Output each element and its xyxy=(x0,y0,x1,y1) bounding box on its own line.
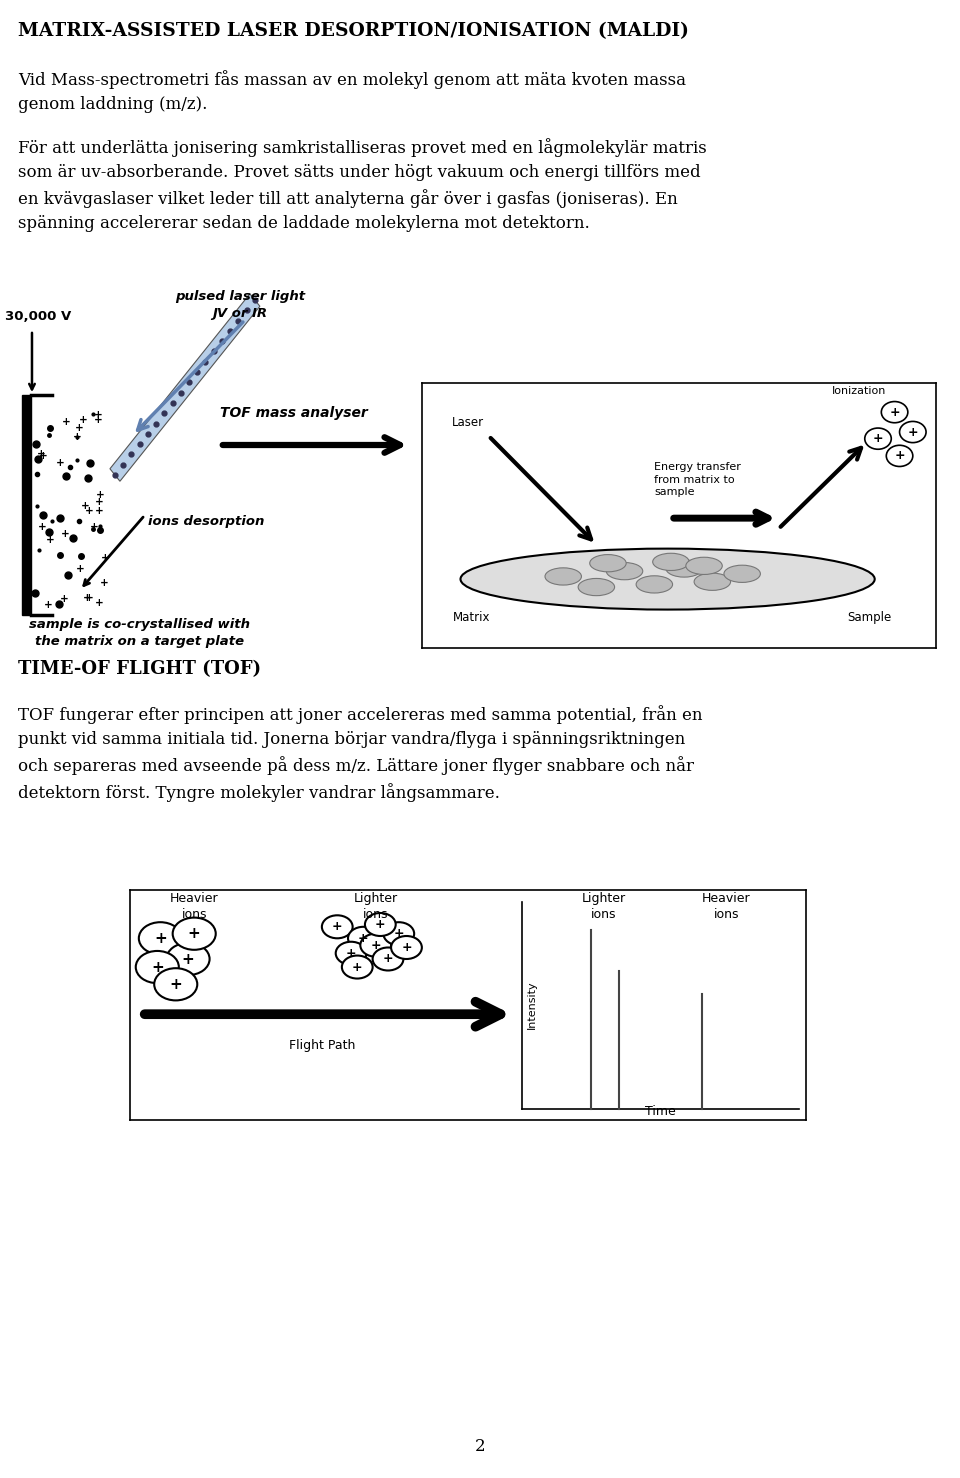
Text: +: + xyxy=(84,593,92,603)
Ellipse shape xyxy=(578,578,614,596)
Text: TOF fungerar efter principen att joner accelereras med samma potential, från en
: TOF fungerar efter principen att joner a… xyxy=(18,705,703,803)
Text: +: + xyxy=(154,931,167,946)
Circle shape xyxy=(360,934,391,956)
Text: För att underlätta jonisering samkristalliseras provet med en lågmolekylär matri: För att underlätta jonisering samkristal… xyxy=(18,137,707,232)
Ellipse shape xyxy=(545,568,582,585)
Text: +: + xyxy=(76,563,84,573)
Text: Heavier
ions: Heavier ions xyxy=(702,893,751,921)
Circle shape xyxy=(135,950,179,983)
Ellipse shape xyxy=(607,563,643,579)
Circle shape xyxy=(173,918,216,950)
Text: +: + xyxy=(401,941,412,953)
Circle shape xyxy=(886,445,913,467)
Text: Heavier
ions: Heavier ions xyxy=(170,893,219,921)
Ellipse shape xyxy=(636,576,673,593)
Text: +: + xyxy=(889,405,900,418)
Ellipse shape xyxy=(666,560,703,576)
Circle shape xyxy=(391,936,421,959)
Circle shape xyxy=(139,922,181,955)
Text: +: + xyxy=(346,947,356,959)
Circle shape xyxy=(900,421,926,442)
Text: +: + xyxy=(62,417,71,427)
Polygon shape xyxy=(110,294,260,482)
Circle shape xyxy=(865,429,891,449)
Text: +: + xyxy=(36,449,45,460)
Text: +: + xyxy=(60,594,68,605)
Ellipse shape xyxy=(724,565,760,582)
Circle shape xyxy=(166,943,209,975)
Bar xyxy=(22,395,31,615)
Text: 2: 2 xyxy=(474,1438,486,1454)
Text: +: + xyxy=(371,939,381,952)
Ellipse shape xyxy=(694,573,731,590)
Text: MATRIX-ASSISTED LASER DESORPTION/IONISATION (MALDI): MATRIX-ASSISTED LASER DESORPTION/IONISAT… xyxy=(18,22,689,40)
Circle shape xyxy=(372,947,403,971)
Text: +: + xyxy=(84,593,93,603)
Text: +: + xyxy=(375,918,386,931)
Text: +: + xyxy=(79,415,87,426)
Text: +: + xyxy=(46,535,55,545)
Text: Ionization: Ionization xyxy=(832,386,886,396)
Text: +: + xyxy=(90,522,99,532)
Text: +: + xyxy=(873,432,883,445)
Text: +: + xyxy=(100,578,108,588)
Text: +: + xyxy=(94,497,103,507)
Text: +: + xyxy=(101,553,109,563)
Circle shape xyxy=(348,927,379,950)
Text: +: + xyxy=(73,432,82,442)
Text: +: + xyxy=(151,959,163,974)
Text: +: + xyxy=(394,927,404,940)
Text: Lighter
ions: Lighter ions xyxy=(582,893,625,921)
Text: 30,000 V: 30,000 V xyxy=(5,310,71,324)
Text: Laser: Laser xyxy=(452,417,485,429)
Circle shape xyxy=(322,915,352,939)
Text: +: + xyxy=(169,977,182,992)
Ellipse shape xyxy=(461,548,875,609)
Text: +: + xyxy=(352,961,363,974)
Text: +: + xyxy=(82,501,90,511)
Text: +: + xyxy=(94,409,103,420)
Text: Intensity: Intensity xyxy=(526,981,537,1029)
Text: +: + xyxy=(75,423,84,433)
Text: ions desorption: ions desorption xyxy=(148,516,264,529)
Text: TIME-OF FLIGHT (TOF): TIME-OF FLIGHT (TOF) xyxy=(18,661,261,678)
Text: +: + xyxy=(907,426,918,439)
Text: +: + xyxy=(96,489,105,500)
Text: +: + xyxy=(358,931,369,944)
Text: Vid Mass-spectrometri fås massan av en molekyl genom att mäta kvoten massa
genom: Vid Mass-spectrometri fås massan av en m… xyxy=(18,69,686,112)
Text: +: + xyxy=(181,952,195,967)
Circle shape xyxy=(155,968,198,1001)
Circle shape xyxy=(342,956,372,978)
Text: +: + xyxy=(60,529,69,539)
Text: +: + xyxy=(383,952,394,965)
Text: Lighter
ions: Lighter ions xyxy=(353,893,397,921)
Text: +: + xyxy=(93,415,102,424)
Ellipse shape xyxy=(589,554,626,572)
Text: pulsed laser light
JV or IR: pulsed laser light JV or IR xyxy=(175,290,305,321)
Text: Energy transfer
from matrix to
sample: Energy transfer from matrix to sample xyxy=(655,463,741,497)
Text: sample is co-crystallised with
the matrix on a target plate: sample is co-crystallised with the matri… xyxy=(30,618,251,647)
Circle shape xyxy=(365,913,396,936)
Text: Matrix: Matrix xyxy=(453,610,491,624)
Text: Flight Path: Flight Path xyxy=(289,1039,355,1052)
Text: +: + xyxy=(39,451,48,461)
Text: +: + xyxy=(44,600,53,610)
Text: Time: Time xyxy=(645,1104,676,1117)
Text: +: + xyxy=(37,522,46,532)
Circle shape xyxy=(881,402,908,423)
Text: +: + xyxy=(894,449,905,463)
Text: +: + xyxy=(332,921,343,933)
Text: +: + xyxy=(95,599,104,607)
Text: TOF mass analyser: TOF mass analyser xyxy=(220,406,368,420)
Text: +: + xyxy=(85,505,94,516)
Text: +: + xyxy=(188,927,201,941)
Circle shape xyxy=(383,922,414,946)
Text: Sample: Sample xyxy=(848,610,892,624)
Circle shape xyxy=(336,941,367,965)
Ellipse shape xyxy=(685,557,722,575)
Text: +: + xyxy=(94,507,104,516)
Ellipse shape xyxy=(653,553,689,571)
Text: +: + xyxy=(56,458,64,469)
